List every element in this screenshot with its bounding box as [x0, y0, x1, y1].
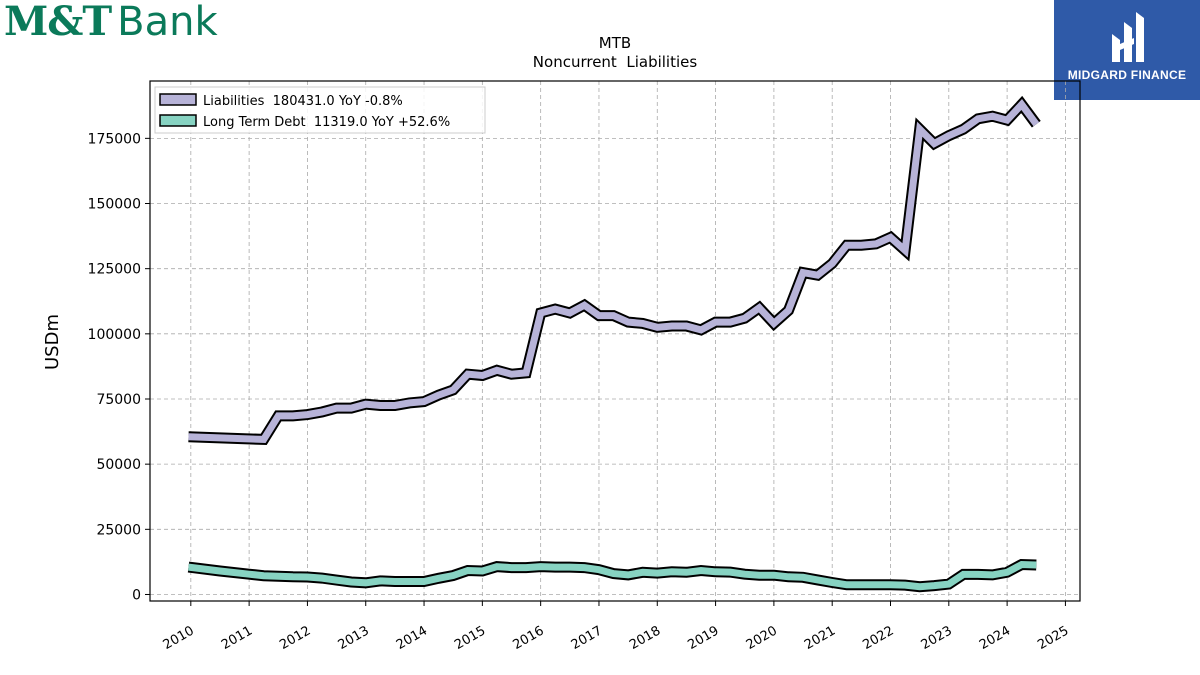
x-tick-label: 2013 — [336, 623, 372, 653]
chart-title: MTB — [599, 34, 631, 52]
x-tick-label: 2019 — [685, 623, 721, 653]
x-tick-label: 2023 — [919, 623, 955, 653]
x-tick-label: 2018 — [627, 623, 663, 653]
y-tick-label: 50000 — [96, 457, 141, 473]
x-tick-label: 2024 — [977, 623, 1013, 653]
x-tick-label: 2011 — [219, 623, 255, 653]
x-tick-label: 2017 — [569, 623, 605, 653]
y-tick-label: 150000 — [88, 197, 141, 213]
legend-swatch-liabilities — [159, 93, 197, 106]
series-line-0 — [188, 99, 1040, 443]
x-tick-label: 2010 — [161, 623, 197, 653]
x-tick-label: 2012 — [277, 623, 313, 653]
y-tick-label: 100000 — [88, 327, 141, 343]
midgard-finance-text: MIDGARD FINANCE — [1067, 68, 1187, 82]
x-tick-label: 2014 — [394, 623, 430, 653]
legend-label-long-term-debt: Long Term Debt 11319.0 YoY +52.6% — [203, 115, 450, 130]
y-axis-label: USDm — [42, 314, 63, 370]
legend: Liabilities 180431.0 YoY -0.8% Long Term… — [154, 86, 486, 134]
legend-swatch-long-term-debt — [159, 114, 197, 127]
series-layer — [187, 95, 1041, 593]
gridlines — [150, 81, 1080, 601]
x-tick-label: 2020 — [744, 623, 780, 653]
x-tick-label: 2022 — [860, 623, 896, 653]
plot-frame — [149, 80, 1081, 602]
y-tick-label: 25000 — [96, 522, 141, 538]
brand-name-part1: M&T — [4, 0, 112, 45]
legend-box — [154, 86, 486, 134]
midgard-finance-logo: MIDGARD FINANCE — [1054, 0, 1200, 100]
x-tick-label: 2025 — [1035, 623, 1071, 653]
y-tick-label: 175000 — [88, 131, 141, 147]
brand-name-part2: Bank — [117, 0, 218, 45]
x-tick-label: 2015 — [452, 623, 488, 653]
y-tick-label: 125000 — [88, 262, 141, 278]
series-line-1 — [188, 560, 1037, 591]
y-tick-label: 75000 — [96, 392, 141, 408]
x-tick-label: 2016 — [510, 623, 546, 653]
x-tick-label: 2021 — [802, 623, 838, 653]
series-outline-0 — [188, 95, 1041, 446]
y-tick-label: 0 — [132, 587, 141, 603]
legend-label-liabilities: Liabilities 180431.0 YoY -0.8% — [203, 94, 403, 109]
mt-bank-logo: M&T Bank — [4, 0, 218, 44]
midgard-mark-icon — [1112, 12, 1144, 62]
chart-subtitle: Noncurrent Liabilities — [533, 53, 698, 71]
